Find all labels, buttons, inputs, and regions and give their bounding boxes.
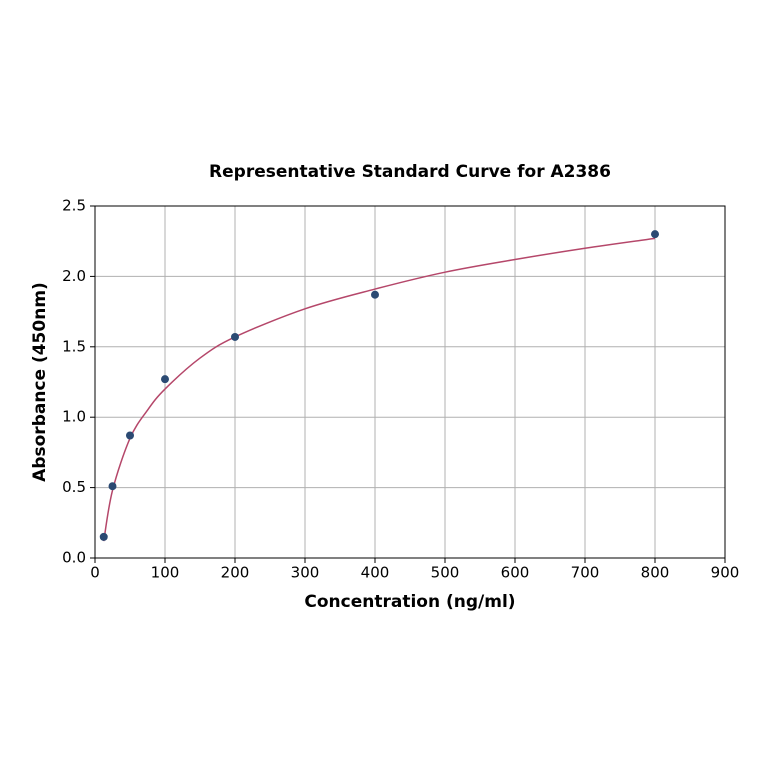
chart-title: Representative Standard Curve for A2386 [209, 162, 611, 182]
x-tick-label: 700 [571, 564, 600, 582]
data-point [231, 332, 239, 341]
x-axis-label: Concentration (ng/ml) [304, 592, 515, 612]
y-tick-label: 0.5 [62, 478, 86, 496]
x-tick-label: 600 [501, 564, 530, 582]
x-tick-label: 200 [221, 564, 250, 582]
data-point [651, 230, 659, 239]
x-tick-label: 500 [431, 564, 460, 582]
x-tick-label: 0 [90, 564, 100, 582]
data-point [108, 482, 117, 491]
fit-curve [103, 237, 656, 542]
y-tick-label: 2.5 [62, 197, 86, 215]
y-tick-label: 0.0 [62, 549, 86, 567]
y-tick-label: 1.0 [62, 408, 86, 426]
x-tick-label: 800 [641, 564, 670, 582]
y-tick-label: 1.5 [62, 337, 86, 355]
data-point [161, 375, 169, 384]
plot-frame [94, 205, 726, 559]
data-point [99, 532, 108, 541]
x-tick-label: 400 [361, 564, 390, 582]
data-point [371, 290, 379, 299]
y-axis-label: Absorbance (450nm) [30, 282, 50, 482]
x-tick-label: 100 [151, 564, 180, 582]
x-tick-label: 300 [291, 564, 320, 582]
data-point [126, 431, 134, 440]
y-tick-label: 2.0 [62, 267, 86, 285]
x-tick-label: 900 [711, 564, 740, 582]
